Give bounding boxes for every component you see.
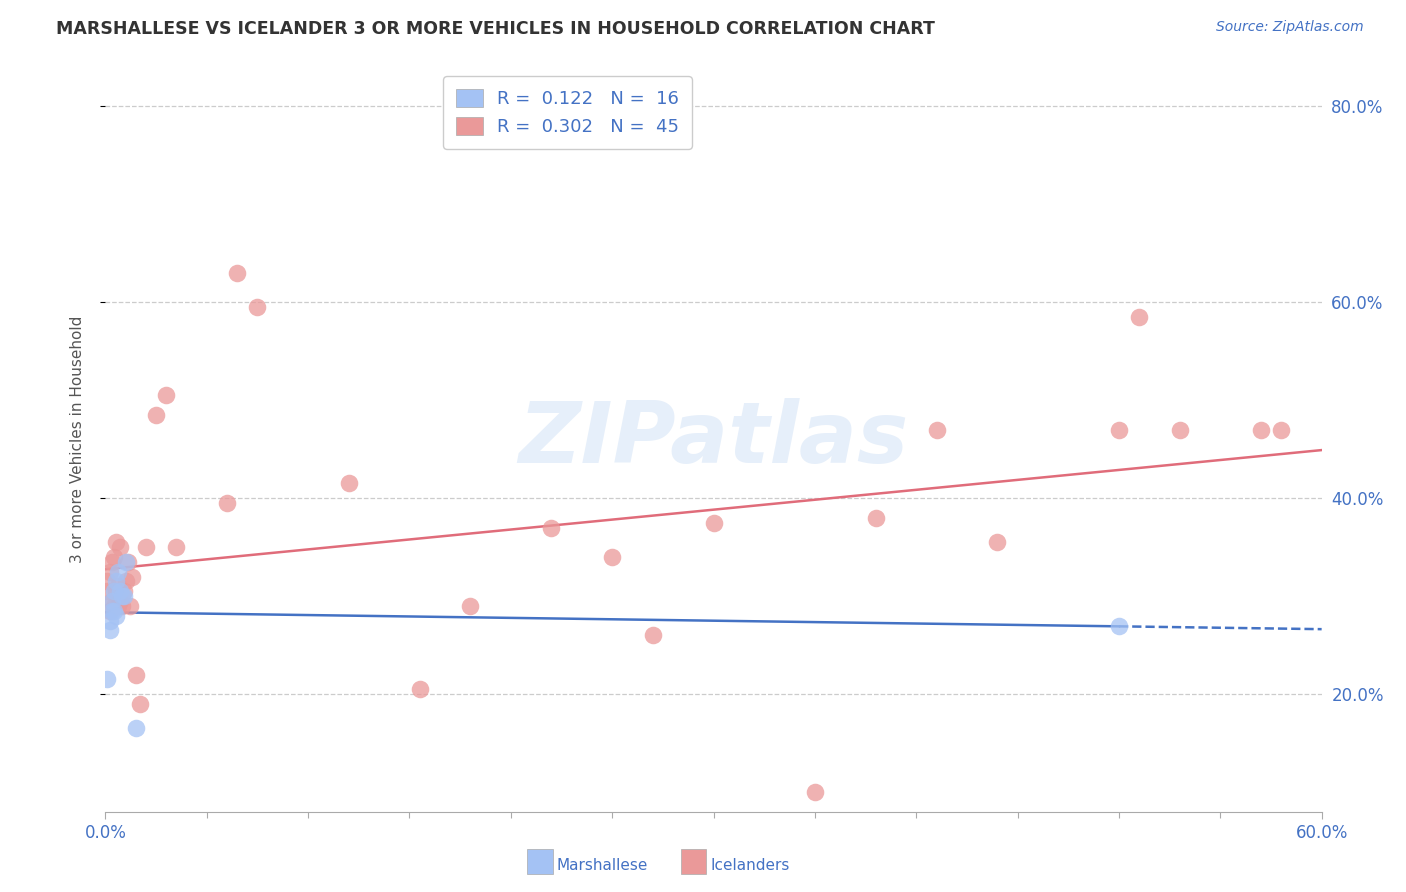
Point [458,599,481,613]
Point [111,599,134,613]
Text: Source: ZipAtlas.com: Source: ZipAtlas.com [1216,20,1364,34]
Point [165,540,187,554]
Point [145,408,167,422]
Point [217,496,239,510]
Point [1168,423,1191,437]
Point [155,388,177,402]
Point [103,584,125,599]
Text: Icelanders: Icelanders [710,858,789,872]
Point [98,565,121,579]
Point [96,673,118,687]
Legend: R =  0.122   N =  16, R =  0.302   N =  45: R = 0.122 N = 16, R = 0.302 N = 45 [443,76,692,149]
Point [107,599,129,613]
Point [103,604,125,618]
Point [98,614,121,628]
Point [337,476,360,491]
Point [103,599,125,613]
Point [1250,423,1272,437]
Point [135,540,157,554]
Point [100,594,122,608]
Point [108,540,131,554]
Point [96,584,118,599]
Point [98,624,121,638]
Point [702,516,725,530]
Point [112,589,135,603]
Point [98,604,121,618]
Y-axis label: 3 or more Vehicles in Household: 3 or more Vehicles in Household [70,316,84,563]
Point [107,579,129,593]
Point [103,549,125,564]
Point [117,555,139,569]
Point [104,535,127,549]
Point [114,574,136,589]
Point [1270,423,1292,437]
Point [540,520,562,534]
Point [104,574,127,589]
Point [804,785,827,799]
Point [96,574,118,589]
Point [100,604,122,618]
Point [114,555,136,569]
Point [925,423,948,437]
Point [1108,423,1130,437]
Point [100,555,122,569]
Point [641,628,664,642]
Point [118,599,141,613]
Point [104,608,127,623]
Point [986,535,1008,549]
Text: MARSHALLESE VS ICELANDER 3 OR MORE VEHICLES IN HOUSEHOLD CORRELATION CHART: MARSHALLESE VS ICELANDER 3 OR MORE VEHIC… [56,20,935,37]
Point [125,722,148,736]
Point [246,300,269,314]
Point [129,697,152,711]
Text: ZIPatlas: ZIPatlas [519,398,908,481]
Point [100,594,122,608]
Point [226,266,249,280]
Point [104,584,127,599]
Point [408,682,430,697]
Point [600,549,623,564]
Text: Marshallese: Marshallese [557,858,648,872]
Point [865,510,887,524]
Point [1128,310,1150,324]
Point [107,565,129,579]
Point [111,589,134,603]
Point [125,667,148,681]
Point [121,569,143,583]
Point [108,584,131,599]
Point [112,584,135,599]
Point [108,594,131,608]
Point [1108,618,1130,632]
